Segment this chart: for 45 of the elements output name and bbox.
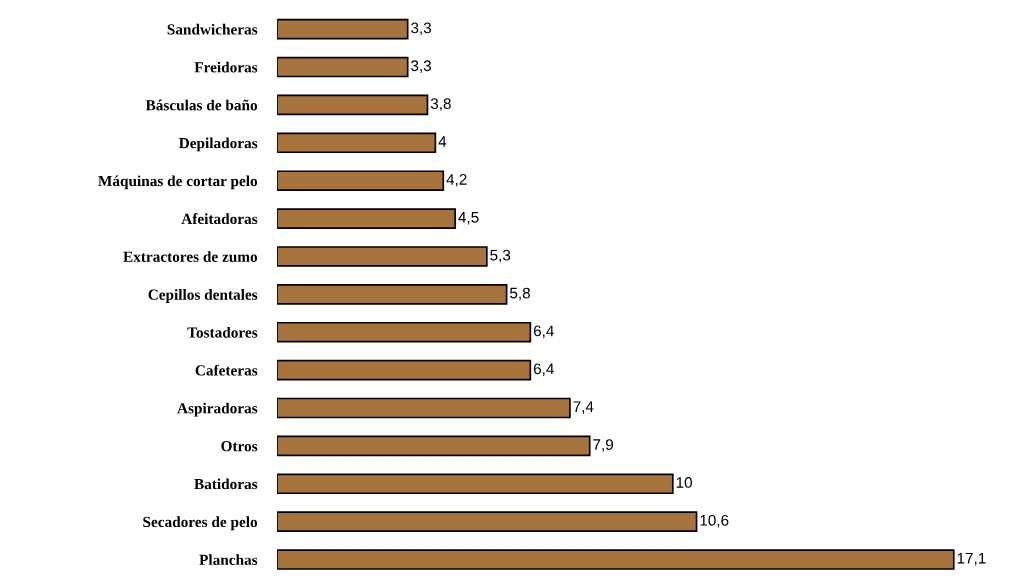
bar [277, 208, 457, 229]
data-label: 3,3 [411, 22, 432, 36]
data-label: 6,4 [533, 363, 554, 377]
data-label: 3,3 [411, 60, 432, 73]
bar [277, 170, 445, 192]
y-tick-label: Planchas [199, 554, 258, 565]
y-tick-label: Extractores de zumo [123, 251, 258, 262]
bar [277, 18, 409, 40]
y-tick-label: Cafeteras [195, 364, 258, 376]
y-tick-label: Secadores de pelo [143, 516, 258, 531]
data-label: 4,5 [458, 212, 479, 225]
data-label: 5,8 [510, 287, 530, 301]
data-label: 10,6 [700, 514, 729, 528]
bar [277, 473, 674, 495]
bar [277, 435, 591, 457]
y-tick-label: Afeitadoras [181, 213, 258, 225]
data-label: 3,8 [430, 98, 451, 111]
bar [277, 359, 532, 381]
y-tick-label: Tostadores [187, 326, 258, 338]
data-label: 7,9 [593, 439, 613, 452]
bar [277, 321, 532, 343]
data-label: 7,4 [573, 401, 594, 414]
bar [277, 511, 698, 532]
y-tick-label: Freidoras [194, 61, 258, 73]
bar [277, 94, 429, 116]
y-tick-label: Básculas de baño [145, 99, 258, 111]
bar [277, 284, 508, 305]
data-label: 10 [676, 477, 692, 488]
y-tick-label: Depiladoras [178, 137, 258, 152]
data-label: 4 [438, 136, 447, 147]
data-label: 5,3 [490, 249, 511, 263]
bar [277, 246, 488, 267]
data-label: 4,2 [446, 173, 467, 187]
y-tick-label: Batidoras [194, 478, 258, 490]
data-label: 6,4 [533, 325, 554, 339]
bar [277, 549, 955, 570]
bar [277, 56, 409, 78]
bar [277, 132, 437, 154]
y-tick-label: Aspiradoras [177, 402, 258, 417]
y-tick-label: Sandwicheras [167, 23, 258, 35]
y-tick-label: Máquinas de cortar pelo [98, 175, 258, 190]
y-tick-label: Cepillos dentales [148, 289, 258, 303]
data-label: 17,1 [957, 552, 986, 566]
y-tick-label: Otros [221, 441, 258, 452]
bar [277, 397, 571, 419]
